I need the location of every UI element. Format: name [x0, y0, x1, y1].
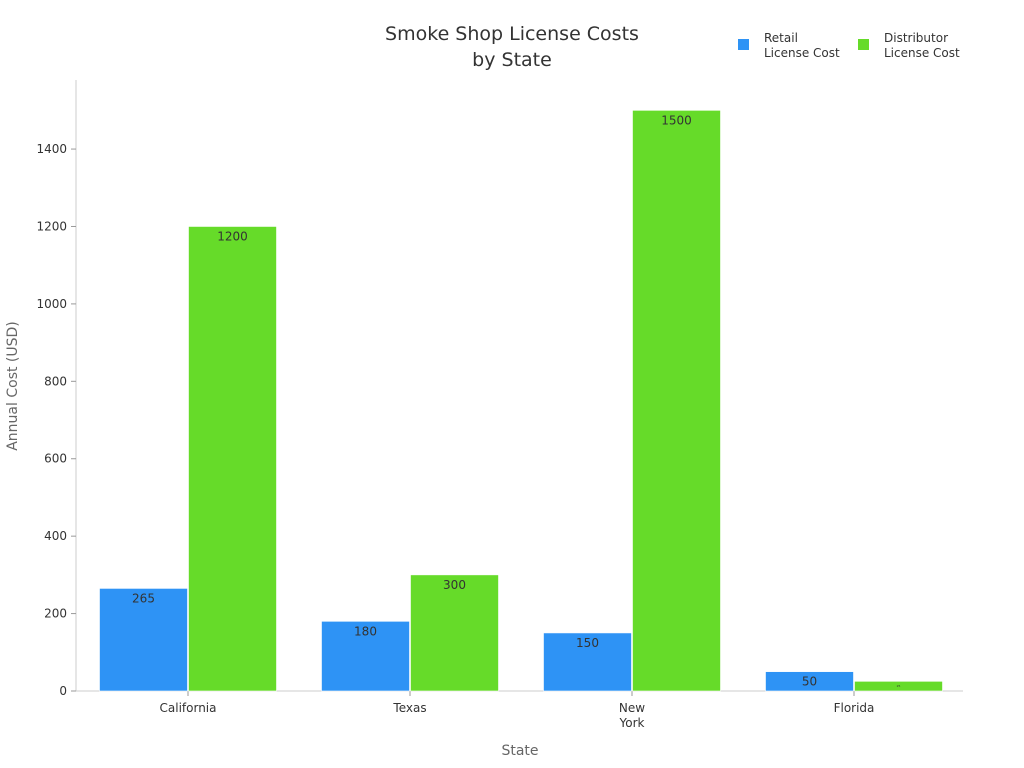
x-tick-label: California	[160, 701, 217, 715]
y-tick-label: 800	[44, 374, 67, 388]
bar	[99, 588, 188, 692]
data-label: 180	[354, 624, 377, 638]
data-label: 265	[132, 591, 155, 605]
legend-swatch	[738, 39, 749, 50]
legend-swatch	[858, 39, 869, 50]
bar	[765, 671, 854, 692]
x-tick-label: Florida	[834, 701, 875, 715]
bar	[543, 632, 632, 692]
bar	[321, 621, 410, 692]
y-tick-label: 200	[44, 607, 67, 621]
x-tick-label: Texas	[392, 701, 426, 715]
bar	[854, 681, 943, 692]
bar	[188, 226, 277, 692]
chart-title: Smoke Shop License Costs by State	[385, 23, 639, 71]
y-tick-label: 1400	[36, 142, 67, 156]
y-tick-label: 0	[59, 684, 67, 698]
y-tick-label: 1000	[36, 297, 67, 311]
legend-label: Retail License Cost	[764, 31, 840, 60]
data-label: 150	[576, 636, 599, 650]
y-tick-label: 600	[44, 452, 67, 466]
data-label: 300	[443, 578, 466, 592]
x-axis-label: State	[501, 743, 538, 759]
data-label: 50	[802, 675, 817, 689]
bar	[410, 574, 499, 692]
data-label: 25	[897, 684, 901, 688]
y-tick-label: 400	[44, 529, 67, 543]
y-tick-label: 1200	[36, 219, 67, 233]
bar	[632, 110, 721, 692]
data-label: 1500	[661, 113, 692, 127]
data-label: 1200	[217, 229, 248, 243]
legend-label: Distributor License Cost	[884, 31, 960, 60]
y-axis-label: Annual Cost (USD)	[5, 321, 21, 451]
x-tick-label: New York	[619, 701, 646, 730]
